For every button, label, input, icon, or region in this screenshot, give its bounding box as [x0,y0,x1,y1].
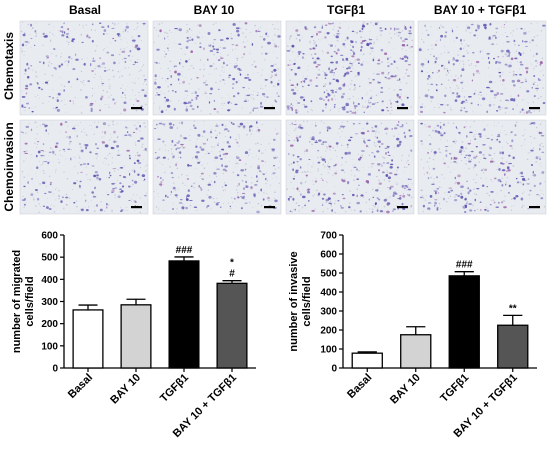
bar-bay-10-tgf-1 [216,282,248,369]
scale-bar [529,206,540,209]
scale-bar [397,206,408,209]
y-tick-label: 100 [320,345,337,356]
y-tick-label: 700 [320,231,337,242]
category-label: TGFβ1 [438,372,471,405]
y-tick-label: 600 [41,231,58,242]
significance-label: ### [176,245,193,256]
micrograph-chemotaxis-bay10-tgfb1 [417,20,547,116]
column-label-bay10: BAY 10 [194,3,235,17]
bar-tgf-1 [168,260,200,369]
significance-label: * [230,258,234,269]
y-tick-label: 300 [41,297,58,308]
significance-label: ** [509,303,517,314]
y-tick-label: 100 [41,341,58,352]
micrograph-chemoinvasion-bay10-tgfb1 [417,119,547,215]
significance-label: ### [456,260,473,271]
category-label: Basal [345,372,374,401]
y-axis-label: number of invasivecells/field [288,251,313,351]
scale-bar [131,107,142,110]
scale-bar [264,107,275,110]
y-tick-label: 200 [320,326,337,337]
category-label: BAY 10 [108,372,143,407]
invasion-bar-chart: 0 100 200 300 400 500 600 700 number of invasive… [288,231,537,440]
bar-basal [351,352,383,369]
y-tick-label: 600 [320,250,337,261]
y-tick-label: 500 [320,269,337,280]
scale-bar [529,107,540,110]
micrograph-chemoinvasion-bay10 [152,119,282,215]
row-label-chemotaxis: Chemotaxis [2,32,16,100]
micrograph-chemoinvasion-basal [19,119,149,215]
bar-bay-10 [400,334,432,369]
migration-bar-chart: 0 100 200 300 400 500 600 number of migratedcel… [11,231,256,440]
bar-bay-10-tgf-1 [497,324,529,369]
y-tick-label: 200 [41,319,58,330]
micrograph-chemotaxis-tgfb1 [285,20,415,116]
y-tick-label: 0 [331,364,337,375]
bar-bay-10 [120,304,152,369]
y-axis-label: number of migratedcells/field [11,250,36,353]
y-tick-label: 400 [320,288,337,299]
micrograph-chemoinvasion-tgfb1 [285,119,415,215]
category-label: BAY 10 [388,372,423,407]
y-tick-label: 400 [41,275,58,286]
y-tick-label: 500 [41,253,58,264]
micrograph-grid [19,20,547,215]
scale-bar [397,107,408,110]
row-label-chemoinvasion: Chemoinvasion [2,122,16,211]
y-tick-label: 300 [320,307,337,318]
category-label: TGFβ1 [158,372,191,405]
bar-basal [72,309,104,369]
scale-bar [264,206,275,209]
column-label-bay10-tgfb1: BAY 10 + TGFβ1 [434,3,527,17]
micrograph-chemotaxis-bay10 [152,20,282,116]
micrograph-chemotaxis-basal [19,20,149,116]
bar-tgf-1 [448,275,480,369]
category-label: Basal [66,372,95,401]
significance-label: # [229,269,235,280]
column-label-basal: Basal [69,3,101,17]
y-tick-label: 0 [52,364,58,375]
column-label-tgfb1: TGFβ1 [327,3,365,17]
scale-bar [131,206,142,209]
